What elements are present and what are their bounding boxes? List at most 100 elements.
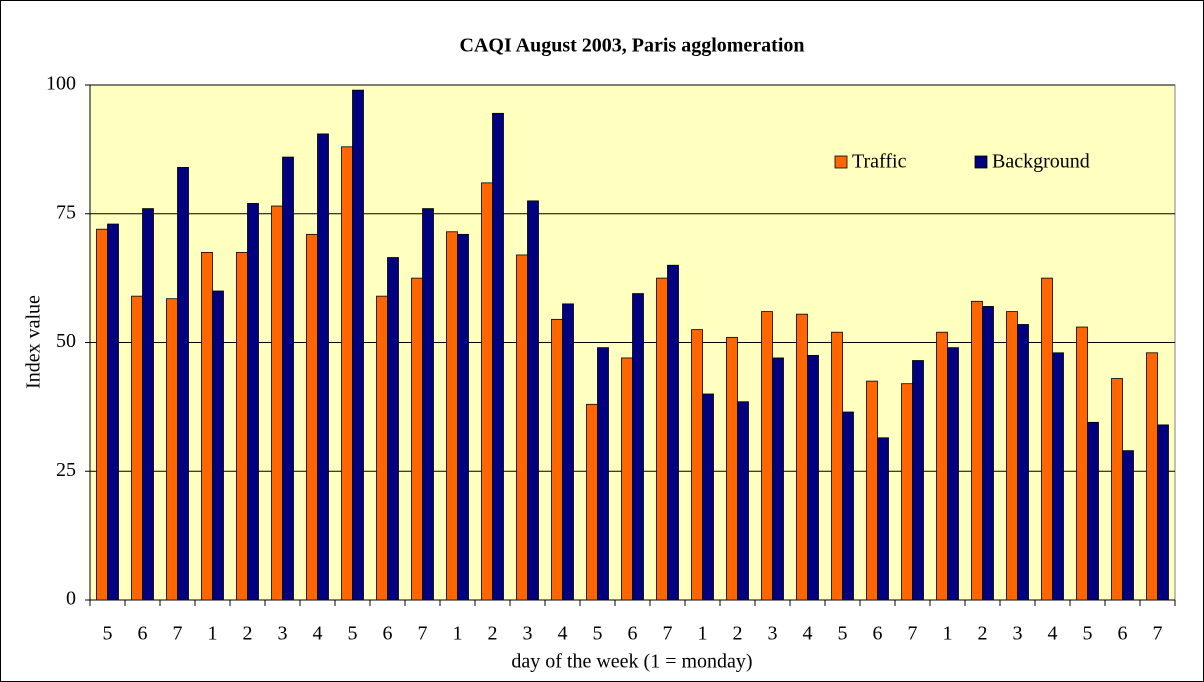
bar [982, 306, 994, 601]
bar [1076, 326, 1088, 601]
bar [1122, 450, 1134, 601]
bar [947, 347, 959, 601]
bar [96, 228, 108, 601]
y-tick-label: 50 [56, 330, 76, 352]
bar [387, 257, 399, 601]
bar [936, 331, 948, 601]
x-tick-label: 7 [418, 623, 428, 645]
bar [492, 112, 504, 601]
bar [1041, 277, 1053, 601]
bar [236, 251, 248, 601]
x-tick-label: 3 [523, 623, 533, 645]
bar [1017, 324, 1029, 601]
bar [656, 277, 668, 601]
x-tick-label: 6 [138, 623, 148, 645]
x-tick-label: 6 [1118, 623, 1128, 645]
bar [562, 303, 574, 601]
bar [901, 383, 913, 601]
x-tick-label: 5 [593, 623, 603, 645]
bar [107, 223, 119, 601]
bar [376, 295, 388, 601]
bar [446, 231, 458, 601]
bar [632, 293, 644, 601]
x-tick-label: 6 [628, 623, 638, 645]
bar [1146, 352, 1158, 601]
x-tick-label: 5 [1083, 623, 1093, 645]
bar [317, 133, 329, 601]
x-tick-label: 2 [488, 623, 498, 645]
bar [131, 295, 143, 601]
bar [667, 264, 679, 601]
x-tick-label: 2 [978, 623, 988, 645]
legend-label: Background [992, 151, 1090, 173]
bar [772, 357, 784, 601]
x-tick-label: 6 [873, 623, 883, 645]
x-tick-label: 1 [943, 623, 953, 645]
x-tick-label: 5 [838, 623, 848, 645]
x-tick-label: 7 [173, 623, 183, 645]
x-tick-label: 1 [698, 623, 708, 645]
bar [737, 401, 749, 601]
bar [551, 318, 563, 601]
bar [1052, 352, 1064, 601]
bar [1087, 421, 1099, 601]
bar [912, 360, 924, 601]
bar [527, 200, 539, 601]
x-tick-label: 4 [558, 623, 568, 645]
bar [831, 331, 843, 601]
x-tick-label: 7 [1153, 623, 1163, 645]
bar [282, 156, 294, 601]
bar [352, 89, 364, 601]
y-axis-title: Index value [23, 295, 45, 389]
bar [691, 329, 703, 601]
bar [807, 354, 819, 601]
bar [422, 208, 434, 601]
bar [586, 403, 598, 601]
bar [866, 380, 878, 601]
bar [1006, 311, 1018, 601]
bar [1157, 424, 1169, 601]
x-tick-label: 7 [663, 623, 673, 645]
y-tick-label: 100 [46, 73, 76, 95]
x-tick-label: 4 [803, 623, 813, 645]
bar [842, 411, 854, 601]
chart-title: CAQI August 2003, Paris agglomeration [460, 35, 805, 57]
x-tick-label: 5 [348, 623, 358, 645]
bar [247, 203, 259, 601]
legend-label: Traffic [852, 151, 907, 173]
x-tick-label: 1 [208, 623, 218, 645]
bar [306, 233, 318, 601]
x-tick-label: 3 [1013, 623, 1023, 645]
bar [201, 251, 213, 601]
bar [702, 393, 714, 601]
bar [166, 298, 178, 601]
x-tick-label: 3 [768, 623, 778, 645]
bar [1111, 378, 1123, 601]
legend-swatch [974, 155, 988, 169]
x-tick-label: 7 [908, 623, 918, 645]
bar [621, 357, 633, 601]
y-tick-label: 75 [56, 201, 76, 223]
x-axis-title: day of the week (1 = monday) [511, 651, 752, 673]
bar [796, 313, 808, 601]
x-tick-label: 6 [383, 623, 393, 645]
y-tick-label: 25 [56, 459, 76, 481]
bar [177, 166, 189, 601]
legend-swatch [834, 155, 848, 169]
bar [516, 254, 528, 601]
bar [212, 290, 224, 601]
bar [481, 182, 493, 601]
bar [341, 146, 353, 601]
bar [142, 208, 154, 601]
x-tick-label: 2 [243, 623, 253, 645]
x-tick-label: 4 [313, 623, 323, 645]
bar [457, 233, 469, 601]
bar [597, 347, 609, 601]
bar [971, 300, 983, 601]
x-tick-label: 2 [733, 623, 743, 645]
x-tick-label: 5 [103, 623, 113, 645]
bar [411, 277, 423, 601]
x-tick-label: 4 [1048, 623, 1058, 645]
x-tick-label: 1 [453, 623, 463, 645]
